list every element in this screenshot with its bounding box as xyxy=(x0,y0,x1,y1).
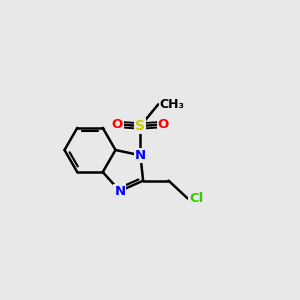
Text: N: N xyxy=(135,149,146,162)
Text: Cl: Cl xyxy=(189,192,203,205)
Text: O: O xyxy=(112,118,123,131)
Text: O: O xyxy=(158,118,169,131)
Text: CH₃: CH₃ xyxy=(160,98,185,111)
Text: N: N xyxy=(114,184,125,197)
Text: S: S xyxy=(135,119,146,133)
